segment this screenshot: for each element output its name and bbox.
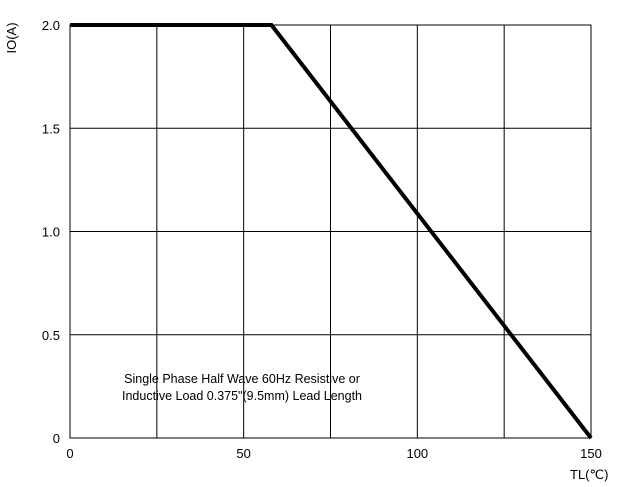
y-tick-label: 1.5 bbox=[42, 121, 60, 136]
y-axis-label: IO(A) bbox=[4, 22, 19, 53]
y-tick-label: 2.0 bbox=[42, 18, 60, 33]
x-tick-label: 150 bbox=[580, 446, 602, 461]
y-tick-label: 1.0 bbox=[42, 225, 60, 240]
y-tick-label: 0.5 bbox=[42, 328, 60, 343]
annotation-line-2: Inductive Load 0.375"(9.5mm) Lead Length bbox=[122, 389, 362, 403]
y-tick-labels: 0 0.5 1.0 1.5 2.0 bbox=[42, 18, 60, 446]
grid bbox=[70, 25, 591, 438]
x-tick-label: 50 bbox=[236, 446, 250, 461]
x-axis-label: TL(℃) bbox=[570, 467, 608, 482]
annotation-line-1: Single Phase Half Wave 60Hz Resistive or bbox=[124, 372, 360, 386]
series-line bbox=[70, 23, 593, 440]
x-tick-label: 100 bbox=[406, 446, 428, 461]
x-tick-label: 0 bbox=[66, 446, 73, 461]
x-tick-labels: 0 50 100 150 bbox=[66, 446, 601, 461]
y-tick-label: 0 bbox=[53, 431, 60, 446]
plot-area-frame bbox=[69, 24, 592, 439]
